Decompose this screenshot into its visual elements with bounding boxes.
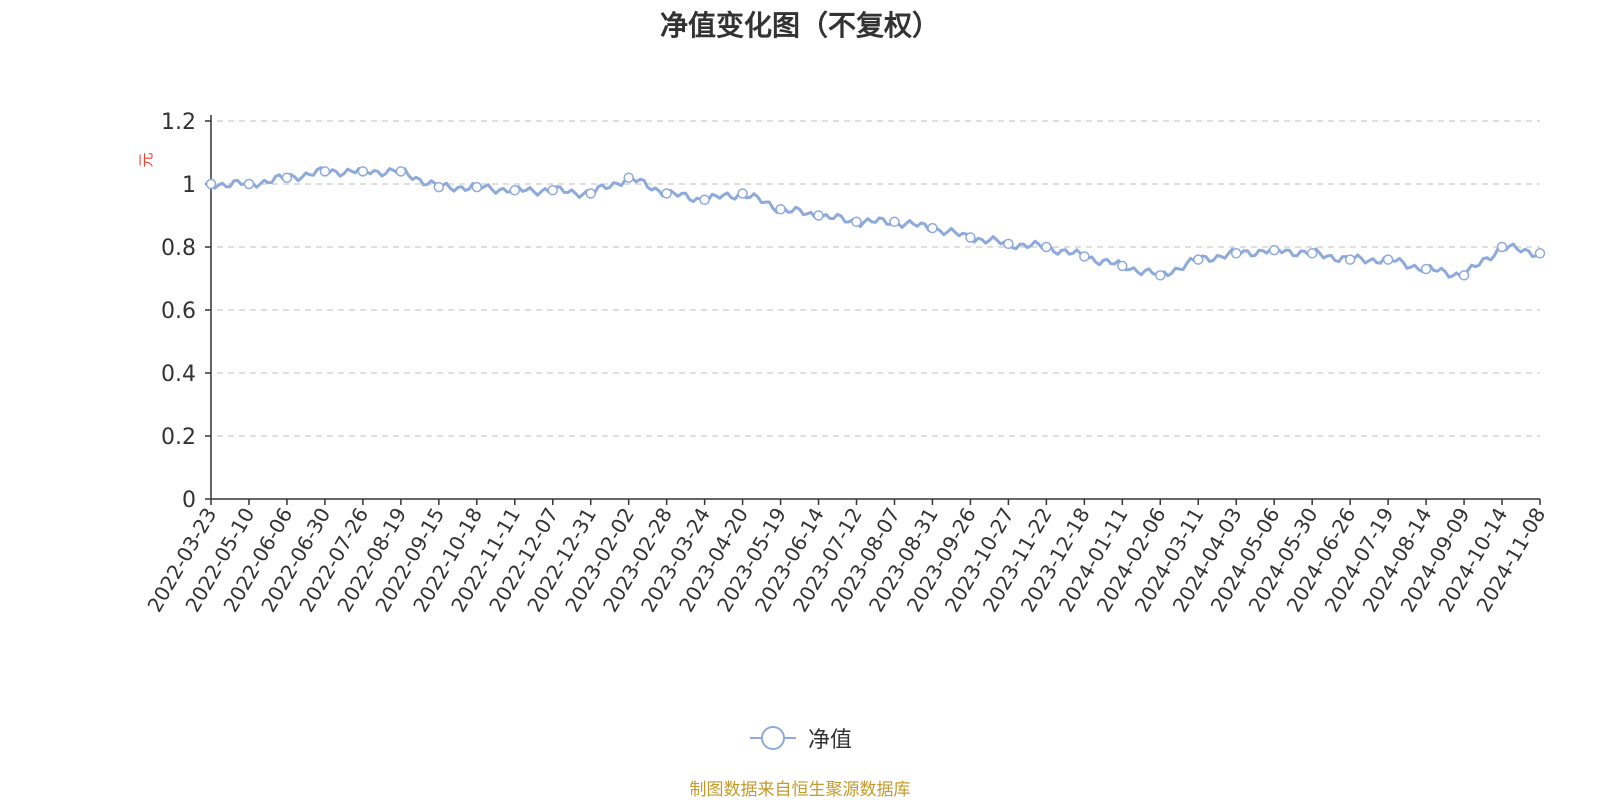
- data-point: [585, 188, 596, 199]
- y-tick-label: 0.6: [161, 299, 196, 324]
- y-tick-label: 0.2: [161, 425, 196, 450]
- data-point: [1420, 263, 1432, 275]
- data-point: [1230, 248, 1242, 259]
- data-point: [1344, 254, 1356, 265]
- data-point: [471, 181, 483, 193]
- data-point: [1306, 248, 1318, 259]
- data-point: [1079, 251, 1090, 262]
- data-point: [433, 181, 445, 193]
- data-point: [1534, 248, 1546, 259]
- data-point: [1268, 244, 1280, 256]
- series-markers: [205, 166, 1546, 281]
- data-point: [509, 185, 521, 196]
- data-point: [851, 216, 862, 228]
- legend[interactable]: 净值: [0, 722, 1600, 754]
- data-point: [1041, 241, 1052, 253]
- data-point: [889, 216, 900, 228]
- data-point: [1117, 260, 1128, 272]
- data-point: [281, 172, 293, 183]
- data-point: [205, 178, 217, 190]
- grid-lines: [217, 120, 1540, 437]
- chart-title: 净值变化图（不复权）: [659, 9, 940, 42]
- data-point: [1382, 254, 1394, 265]
- y-tick-label: 1: [182, 173, 196, 198]
- data-point: [699, 194, 710, 205]
- data-point: [1003, 238, 1014, 250]
- data-point: [965, 232, 976, 243]
- data-point: [1458, 270, 1470, 281]
- y-tick-label: 0.4: [161, 362, 196, 387]
- legend-label: 净值: [807, 728, 852, 753]
- data-point: [1496, 241, 1508, 253]
- data-point: [927, 222, 938, 234]
- data-point: [243, 178, 255, 190]
- y-axis-label: 元: [137, 152, 155, 167]
- y-tick-label: 0: [182, 488, 196, 513]
- data-point: [737, 188, 748, 199]
- data-point: [661, 188, 672, 199]
- data-point: [813, 210, 824, 221]
- data-source-note: 制图数据来自恒生聚源数据库: [689, 780, 911, 800]
- data-point: [319, 166, 331, 177]
- data-point: [1193, 254, 1204, 265]
- y-tick-label: 1.2: [161, 110, 196, 135]
- legend-line-circle-icon: [749, 726, 796, 750]
- data-point: [357, 166, 369, 177]
- x-axis: 2022-03-232022-05-102022-06-062022-06-30…: [142, 498, 1550, 616]
- line-chart: 0 0.2 0.4 0.6 0.8 1 1.2 2022-03-232022-05-1020…: [137, 110, 1550, 616]
- y-tick-label: 0.8: [161, 236, 196, 261]
- data-point: [395, 166, 407, 177]
- y-axis: 0 0.2 0.4 0.6 0.8 1 1.2: [161, 110, 212, 513]
- data-point: [775, 203, 786, 215]
- data-point: [623, 172, 634, 183]
- series-line-净值: [209, 166, 1541, 279]
- data-point: [547, 185, 558, 196]
- data-point: [1155, 270, 1166, 281]
